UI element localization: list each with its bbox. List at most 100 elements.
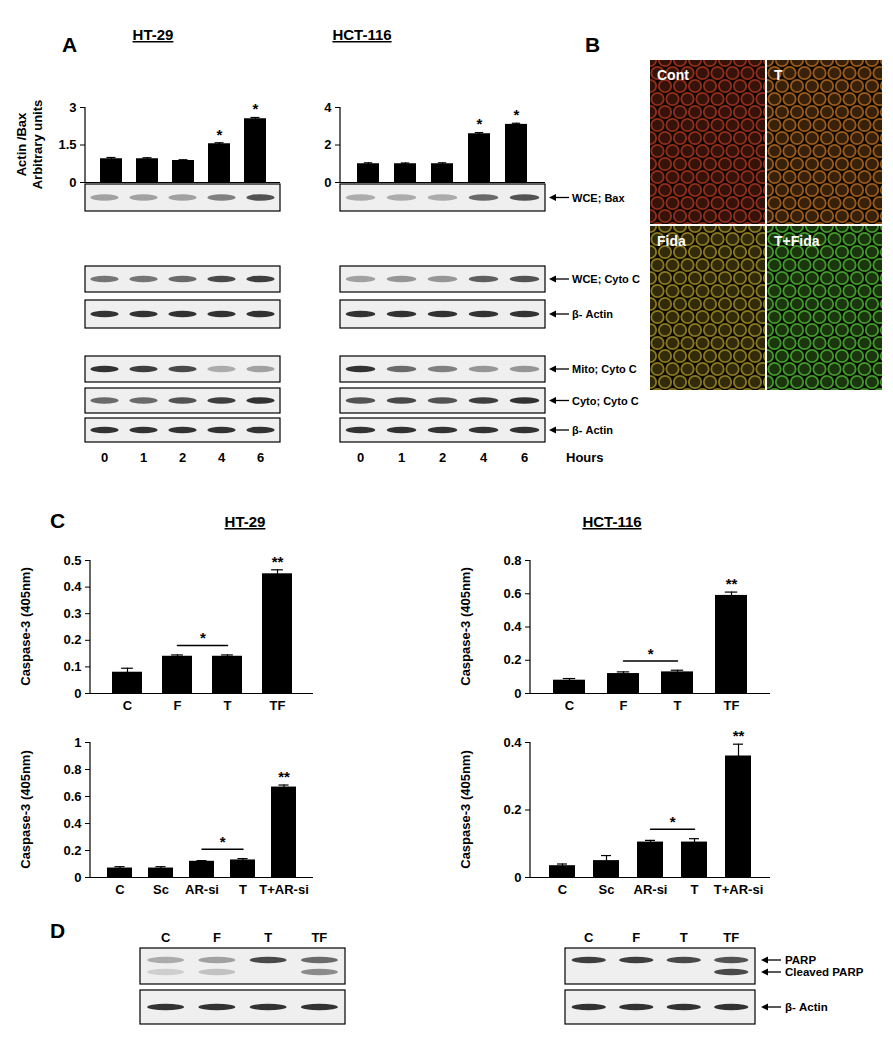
svg-text:*: * [477,115,483,132]
svg-text:**: ** [726,575,738,592]
svg-text:T: T [264,930,272,945]
svg-text:A: A [62,33,77,56]
svg-text:1: 1 [140,450,147,465]
svg-text:0.2: 0.2 [63,843,81,858]
svg-text:Caspase-3 (405nm): Caspase-3 (405nm) [18,750,33,869]
svg-text:1: 1 [74,735,81,750]
svg-text:4: 4 [218,450,226,465]
svg-text:2: 2 [179,450,186,465]
svg-text:0: 0 [101,450,108,465]
svg-text:Cyto; Cyto C: Cyto; Cyto C [572,395,639,407]
svg-text:Caspase-3 (405nm): Caspase-3 (405nm) [458,750,473,869]
svg-text:AR-si: AR-si [634,882,668,897]
svg-text:T: T [674,698,682,713]
svg-text:HCT-116: HCT-116 [332,26,391,43]
svg-text:C: C [161,930,171,945]
svg-text:Hours: Hours [566,450,604,465]
svg-text:T+Fida: T+Fida [774,233,820,249]
svg-text:4: 4 [480,450,488,465]
svg-text:0.4: 0.4 [503,735,522,750]
svg-text:C: C [565,698,575,713]
svg-text:0: 0 [74,686,81,701]
svg-text:0: 0 [69,175,76,190]
svg-text:Sc: Sc [599,882,615,897]
svg-text:Fida: Fida [657,233,686,249]
svg-text:6: 6 [521,450,528,465]
svg-text:**: ** [272,553,284,570]
svg-text:Actin /Bax: Actin /Bax [14,112,29,176]
svg-text:Caspase-3 (405nm): Caspase-3 (405nm) [458,567,473,686]
svg-text:Arbitrary units: Arbitrary units [30,100,45,190]
svg-text:C: C [584,930,594,945]
svg-text:T: T [691,882,699,897]
svg-text:F: F [213,930,221,945]
svg-text:T: T [774,67,783,83]
svg-text:1.5: 1.5 [58,137,76,152]
svg-text:4: 4 [324,100,332,115]
svg-text:**: ** [278,768,290,785]
svg-text:0.6: 0.6 [503,586,521,601]
svg-text:D: D [50,919,65,942]
svg-text:T+AR-si: T+AR-si [259,882,308,897]
svg-text:*: * [670,813,676,830]
svg-text:*: * [648,645,654,662]
svg-text:*: * [217,126,223,143]
svg-text:2: 2 [324,137,331,152]
svg-text:0.5: 0.5 [63,553,81,568]
svg-text:3: 3 [69,100,76,115]
svg-text:B: B [585,33,600,56]
svg-text:Caspase-3 (405nm): Caspase-3 (405nm) [18,567,33,686]
svg-text:T: T [680,930,688,945]
svg-text:T: T [224,698,232,713]
svg-text:0.1: 0.1 [63,659,81,674]
svg-text:0.8: 0.8 [63,762,81,777]
svg-text:PARP: PARP [785,954,816,966]
svg-text:*: * [253,100,259,117]
svg-text:HCT-116: HCT-116 [582,513,641,530]
svg-text:0.2: 0.2 [503,652,521,667]
svg-text:F: F [174,698,182,713]
svg-text:TF: TF [270,698,286,713]
svg-text:AR-si: AR-si [185,882,219,897]
svg-text:β- Actin: β- Actin [785,1001,828,1013]
svg-text:*: * [514,106,520,123]
svg-text:C: C [558,882,568,897]
svg-text:0.4: 0.4 [63,816,82,831]
svg-text:TF: TF [723,930,739,945]
svg-text:T+AR-si: T+AR-si [714,882,763,897]
svg-text:0: 0 [514,686,521,701]
svg-text:β- Actin: β- Actin [572,424,613,436]
svg-text:WCE; Bax: WCE; Bax [572,192,625,204]
svg-text:0.2: 0.2 [63,632,81,647]
svg-text:0.6: 0.6 [63,789,81,804]
svg-text:0: 0 [514,870,521,885]
svg-text:1: 1 [398,450,405,465]
svg-text:β- Actin: β- Actin [572,308,613,320]
svg-text:Cont: Cont [657,67,689,83]
svg-text:2: 2 [439,450,446,465]
svg-text:**: ** [733,727,745,744]
svg-text:F: F [620,698,628,713]
svg-text:C: C [115,882,125,897]
svg-text:C: C [123,698,133,713]
svg-text:Cleaved PARP: Cleaved PARP [785,966,864,978]
svg-text:WCE; Cyto C: WCE; Cyto C [572,273,640,285]
svg-text:*: * [200,629,206,646]
svg-text:0.3: 0.3 [63,606,81,621]
svg-text:0: 0 [324,175,331,190]
svg-text:*: * [220,833,226,850]
svg-text:C: C [50,509,65,532]
svg-text:0: 0 [74,870,81,885]
svg-text:0.4: 0.4 [63,579,82,594]
svg-text:T: T [239,882,247,897]
svg-text:Sc: Sc [153,882,169,897]
svg-text:Mito; Cyto C: Mito; Cyto C [572,363,637,375]
svg-text:F: F [632,930,640,945]
svg-text:0.8: 0.8 [503,553,521,568]
svg-text:0.4: 0.4 [503,619,522,634]
svg-text:6: 6 [257,450,264,465]
svg-text:TF: TF [724,698,740,713]
svg-text:TF: TF [311,930,327,945]
svg-text:HT-29: HT-29 [133,26,174,43]
svg-text:HT-29: HT-29 [225,513,266,530]
